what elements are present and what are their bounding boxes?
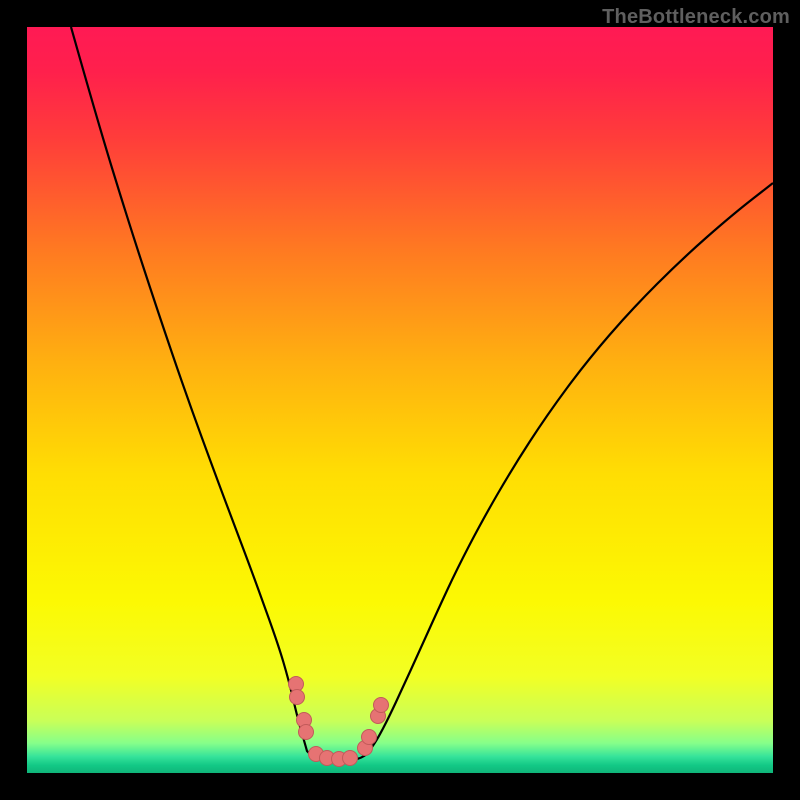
data-marker — [374, 698, 389, 713]
data-marker — [343, 751, 358, 766]
data-marker — [362, 730, 377, 745]
data-marker — [290, 690, 305, 705]
chart-frame: TheBottleneck.com — [0, 0, 800, 800]
gradient-bg — [27, 27, 773, 773]
data-marker — [299, 725, 314, 740]
chart-svg — [27, 27, 773, 773]
watermark-text: TheBottleneck.com — [602, 6, 790, 29]
plot-area — [27, 27, 773, 773]
